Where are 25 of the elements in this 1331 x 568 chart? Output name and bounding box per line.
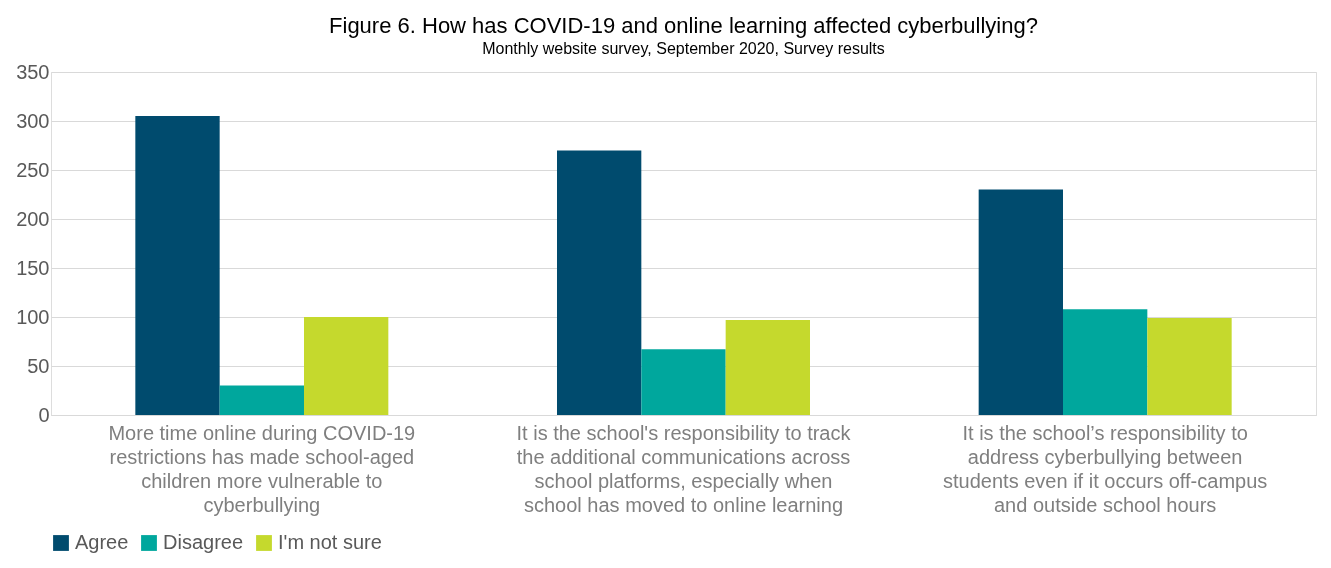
x-tick-label: More time online during COVID-19 restrictions has made school-aged children more vulnerable to cyberbullying xyxy=(108,421,416,516)
bar xyxy=(1063,309,1148,415)
bar xyxy=(557,150,642,415)
x-tick-label: It is the school's responsibility to track the additional communications across school platforms, especially when school has moved to online learning xyxy=(516,421,852,516)
x-tick-label: It is the school’s responsibility to address cyberbullying between students even if it occurs off-campus and outside school hours xyxy=(943,421,1268,516)
bar xyxy=(978,189,1063,415)
legend-label: I'm not sure xyxy=(278,531,382,553)
bar xyxy=(135,116,220,415)
bar xyxy=(304,317,389,415)
legend-label: Disagree xyxy=(163,531,244,553)
legend-label: Agree xyxy=(75,531,129,553)
bar xyxy=(219,385,304,415)
y-tick-label: 100 xyxy=(16,305,50,328)
y-tick-label: 200 xyxy=(16,207,50,230)
y-tick-label: 250 xyxy=(16,158,50,181)
y-tick-label: 50 xyxy=(27,354,50,377)
bar xyxy=(725,319,810,415)
y-tick-label: 350 xyxy=(16,60,50,83)
bar xyxy=(641,349,726,415)
y-tick-label: 150 xyxy=(16,256,50,279)
chart-subtitle: Monthly website survey, September 2020, Survey results xyxy=(482,40,885,57)
bar xyxy=(1147,317,1232,415)
chart-title: Figure 6. How has COVID-19 and online learning affected cyberbullying? xyxy=(329,13,1038,38)
y-tick-label: 0 xyxy=(38,403,50,426)
y-tick-label: 300 xyxy=(16,109,50,132)
